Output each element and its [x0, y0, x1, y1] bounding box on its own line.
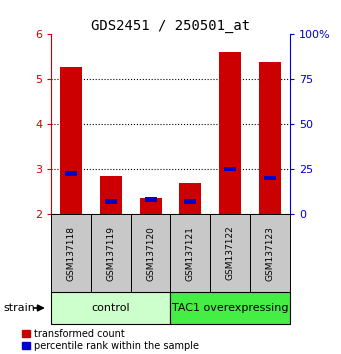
- Text: GSM137118: GSM137118: [66, 225, 76, 281]
- Text: TAC1 overexpressing: TAC1 overexpressing: [172, 303, 288, 313]
- Text: GSM137120: GSM137120: [146, 225, 155, 281]
- Bar: [51, 292, 170, 324]
- Text: GSM137123: GSM137123: [265, 225, 275, 281]
- Bar: [140, 198, 162, 214]
- Bar: [100, 176, 122, 214]
- Bar: [65, 171, 77, 176]
- Bar: [250, 214, 290, 292]
- Bar: [184, 199, 196, 204]
- Bar: [264, 176, 276, 180]
- Legend: transformed count, percentile rank within the sample: transformed count, percentile rank withi…: [22, 329, 198, 351]
- Text: GSM137119: GSM137119: [106, 225, 115, 281]
- Bar: [51, 214, 91, 292]
- Bar: [145, 198, 157, 202]
- Text: control: control: [91, 303, 130, 313]
- Bar: [210, 214, 250, 292]
- Bar: [91, 214, 131, 292]
- Bar: [105, 199, 117, 204]
- Title: GDS2451 / 250501_at: GDS2451 / 250501_at: [91, 19, 250, 33]
- Bar: [224, 167, 236, 171]
- Bar: [170, 214, 210, 292]
- Text: GSM137121: GSM137121: [186, 225, 195, 281]
- Bar: [170, 292, 290, 324]
- Bar: [219, 52, 241, 214]
- Bar: [60, 68, 82, 214]
- Text: strain: strain: [3, 303, 35, 313]
- Text: GSM137122: GSM137122: [226, 226, 235, 280]
- Bar: [259, 62, 281, 214]
- Bar: [179, 183, 201, 214]
- Bar: [131, 214, 170, 292]
